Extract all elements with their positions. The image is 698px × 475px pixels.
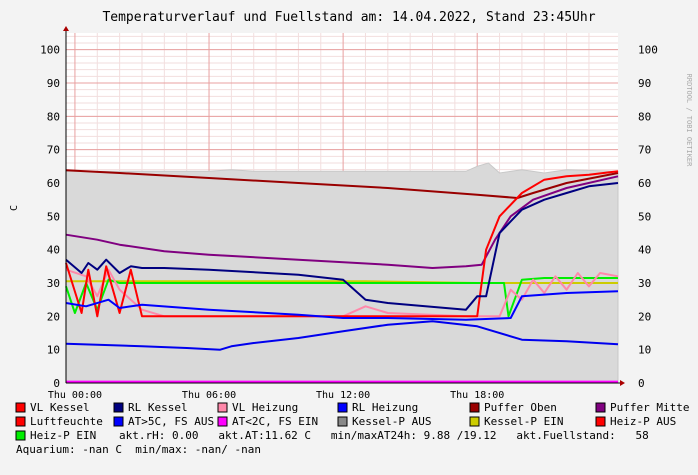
y-tick-label-right: 60 — [638, 177, 651, 190]
y-tick-label-right: 20 — [638, 310, 651, 323]
series-layer — [65, 162, 619, 384]
legend-swatch — [337, 402, 348, 413]
legend-label: RL Heizung — [352, 401, 418, 414]
legend-swatch — [337, 416, 348, 427]
legend-swatch — [217, 416, 228, 427]
y-tick-label-right: 50 — [638, 210, 651, 223]
watermark: RRDTOOL / TOBI OETIKER — [685, 74, 693, 168]
y-tick-label-left: 60 — [47, 177, 60, 190]
y-axis-arrow — [63, 26, 69, 31]
y-tick-label-left: 70 — [47, 144, 60, 157]
series-line-puffer-mitte — [65, 175, 619, 269]
x-tick-label: Thu 18:00 — [450, 390, 504, 401]
y-tick-label-right: 90 — [638, 77, 651, 90]
legend-swatch — [113, 416, 124, 427]
legend-label: Kessel-P EIN — [484, 415, 563, 428]
legend: VL Kessel RL Kessel VL Heizung RL Heizung Pu… — [15, 401, 689, 456]
legend-label: Puffer Mitte — [610, 401, 689, 414]
y-tick-label-right: 100 — [638, 44, 658, 57]
y-tick-label-left: 40 — [47, 244, 60, 257]
aquarium-readout: Aquarium: -nan C min/max: -nan/ -nan — [16, 443, 261, 456]
legend-swatch — [217, 402, 228, 413]
legend-swatch — [15, 416, 26, 427]
legend-label: VL Heizung — [232, 401, 298, 414]
y-tick-label-right: 10 — [638, 344, 651, 357]
legend-swatch — [15, 402, 26, 413]
y-tick-label-left: 30 — [47, 277, 60, 290]
series-line-rl-heizung — [65, 290, 619, 321]
series-area-kessel-p-aus — [65, 162, 619, 384]
y-tick-label-left: 100 — [40, 44, 60, 57]
y-tick-label-right: 30 — [638, 277, 651, 290]
legend-swatch — [113, 402, 124, 413]
series-line-rl-kessel — [65, 182, 619, 311]
y-tick-label-right: 0 — [638, 377, 645, 390]
y-tick-label-right: 80 — [638, 110, 651, 123]
y-tick-label-right: 40 — [638, 244, 651, 257]
x-tick-label: Thu 00:00 — [48, 390, 102, 401]
y-tick-label-left: 50 — [47, 210, 60, 223]
y-tick-label-left: 10 — [47, 344, 60, 357]
legend-label: VL Kessel — [30, 401, 90, 414]
legend-label: Heiz-P EIN — [30, 429, 96, 442]
x-axis-arrow — [620, 380, 625, 386]
chart-title: Temperaturverlauf und Fuellstand am: 14.… — [102, 10, 595, 25]
y-tick-label-left: 20 — [47, 310, 60, 323]
legend-label: Puffer Oben — [484, 401, 557, 414]
legend-label: Luftfeuchte — [30, 415, 103, 428]
legend-swatch — [595, 402, 606, 413]
y-tick-label-left: 0 — [53, 377, 60, 390]
tick-labels: 0 0 10 10 20 20 30 30 40 40 50 50 60 60 70 70 80 80 90 90 10… — [40, 44, 658, 401]
legend-label: Kessel-P AUS — [352, 415, 431, 428]
y-tick-label-left: 80 — [47, 110, 60, 123]
status-readout: akt.rH: 0.00 akt.AT:11.62 C min/maxAT24h… — [119, 429, 649, 442]
series-line-akt-at — [65, 320, 619, 351]
y-tick-label-right: 70 — [638, 144, 651, 157]
legend-label: RL Kessel — [128, 401, 188, 414]
legend-swatch — [595, 416, 606, 427]
axes — [63, 26, 625, 386]
legend-swatch — [469, 402, 480, 413]
series-line-puffer-oben — [65, 169, 619, 199]
legend-swatch — [15, 430, 26, 441]
x-tick-label: Thu 06:00 — [182, 390, 236, 401]
series-line-heiz-p-ein — [65, 277, 618, 318]
legend-label: AT<2C, FS EIN — [232, 415, 318, 428]
legend-label: Heiz-P AUS — [610, 415, 676, 428]
y-tick-label-left: 90 — [47, 77, 60, 90]
legend-swatch — [469, 416, 480, 427]
legend-label: AT>5C, FS AUS — [128, 415, 214, 428]
y-axis-label: C — [9, 205, 20, 211]
x-tick-label: Thu 12:00 — [316, 390, 370, 401]
